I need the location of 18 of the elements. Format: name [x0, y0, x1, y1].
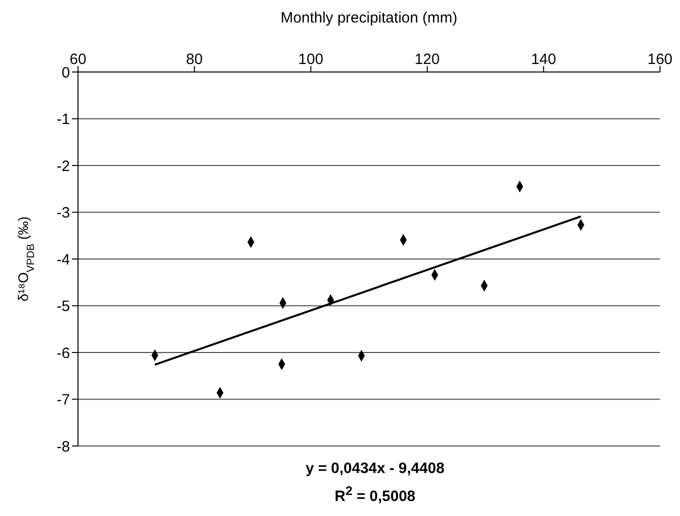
x-tick-label: 100 — [298, 51, 324, 68]
text: R$^{2}$ = 0,5008 — [334, 483, 416, 507]
x-tick-label: 140 — [531, 51, 556, 68]
y-tick-label: -5 — [56, 298, 70, 316]
text: y = 0,0434x - 9,4408 — [304, 459, 446, 479]
x-tick-label: 80 — [186, 51, 203, 68]
y-tick-label: -6 — [56, 344, 70, 362]
x-tick-label: 60 — [70, 51, 86, 68]
y-tick-label: -3 — [56, 204, 70, 222]
y-tick-label: 0 — [62, 64, 70, 82]
x-tick-label: 120 — [414, 51, 440, 68]
y-tick-label: -7 — [56, 392, 70, 409]
y-tick-label: -4 — [56, 251, 70, 268]
x-axis-title: Monthly precipitation (mm) — [280, 10, 458, 27]
x-tick-label: 160 — [647, 51, 673, 68]
y-tick-label: -2 — [56, 158, 70, 175]
y-tick-label: -1 — [56, 111, 70, 128]
y-tick-label: -8 — [56, 438, 70, 456]
